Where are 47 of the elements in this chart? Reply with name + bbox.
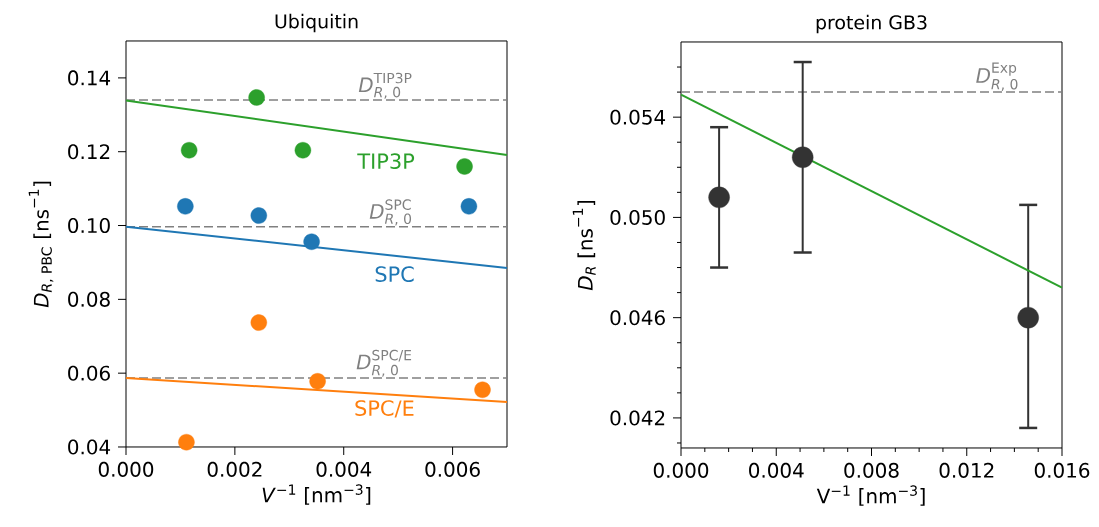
point — [294, 142, 312, 159]
y-tick-label: 0.12 — [68, 144, 110, 160]
y-tick-label: 0.14 — [68, 70, 111, 86]
ref-line-label: $\text{\textit{D}}^{\text{SPC/E}}_{\text{\textit{R}, 0}}$ — [356, 349, 412, 377]
point — [1017, 306, 1039, 329]
x-tick-label: 0.006 — [425, 461, 480, 477]
x-tick-label: 0.002 — [207, 461, 262, 477]
y-tick-label: 0.10 — [68, 218, 110, 234]
x-tick-label: 0.004 — [749, 462, 804, 478]
point — [248, 89, 265, 106]
x-tick-label: 0.016 — [1034, 462, 1090, 478]
point — [309, 373, 326, 390]
point — [708, 186, 730, 209]
y-tick-label: 0.054 — [610, 109, 666, 125]
x-tick-label: 0.000 — [653, 462, 709, 478]
chart-title: Ubiquitin — [275, 13, 358, 33]
y-tick-label: 0.042 — [610, 410, 665, 426]
ref-line-label: $\text{\textit{D}}^{\text{TIP3P}}_{\text{\textit{R}, 0}}$ — [358, 72, 412, 99]
x-axis-title: V$^{−1}$ [nm$^{−3}$] — [816, 485, 925, 506]
point — [250, 207, 268, 224]
point — [474, 381, 491, 398]
text: SPC — [375, 266, 414, 282]
point — [250, 314, 268, 331]
point — [178, 433, 195, 451]
point — [303, 233, 320, 250]
y-axis-title: $\text{\textit{D}}_{\text{\textit{R}}}\text{ [ns}^{\text{−1}}\text{]}$ — [572, 200, 596, 291]
point — [456, 158, 473, 175]
point — [791, 146, 814, 168]
ref-line-label: $\text{\textit{D}}^{\text{Exp}}_{\text{\textit{R}, 0}}$ — [976, 62, 1018, 91]
y-tick-label: 0.04 — [68, 439, 111, 455]
point — [460, 198, 478, 215]
series-label: SPC/E — [355, 400, 414, 418]
x-tick-label: 0.008 — [844, 462, 899, 478]
point — [177, 198, 194, 215]
y-tick-label: 0.050 — [610, 209, 665, 225]
x-tick-label: 0.012 — [939, 462, 994, 478]
x-tick-label: 0.004 — [316, 461, 372, 477]
x-tick-label: 0.000 — [98, 461, 154, 477]
point — [180, 142, 198, 159]
y-axis-title: $\text{\textit{D}}_{\text{\textit{R}, PBC}}\text{ [ns}^{\text{−1}}\text{]}$ — [28, 181, 54, 308]
chart-title: protein GB3 — [816, 14, 927, 34]
y-tick-label: 0.08 — [68, 291, 110, 307]
ref-line-label: $\text{\textit{D}}^{\text{SPC}}_{\text{\textit{R}, 0}}$ — [369, 199, 412, 226]
y-tick-label: 0.046 — [610, 310, 665, 326]
x-axis-title: V$^{−1}$ [nm$^{−3}$] — [262, 484, 371, 505]
y-tick-label: 0.06 — [68, 365, 110, 381]
text: TIP3P — [357, 153, 415, 170]
